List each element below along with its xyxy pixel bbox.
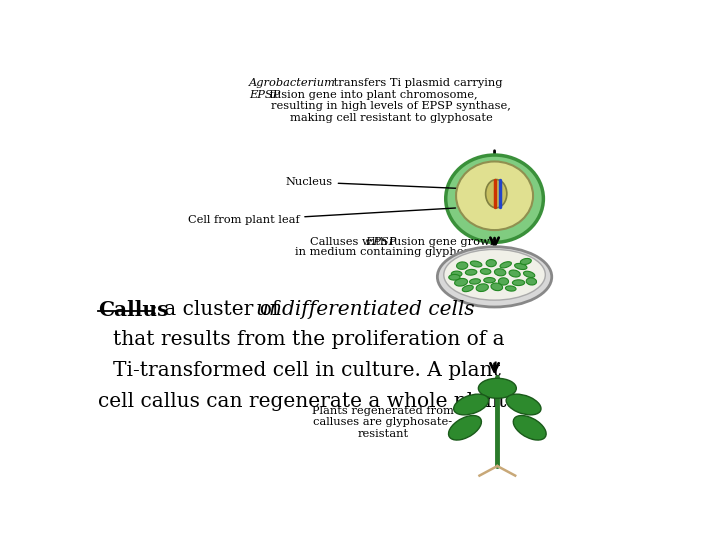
Ellipse shape [486,260,496,267]
Ellipse shape [437,247,552,307]
Ellipse shape [476,284,488,292]
Ellipse shape [454,394,489,415]
Text: Plants regenerated from
calluses are glyphosate-
resistant: Plants regenerated from calluses are gly… [312,406,454,439]
Ellipse shape [515,264,527,269]
Text: fusion gene into plant chromosome,: fusion gene into plant chromosome, [266,90,478,100]
Ellipse shape [521,259,531,265]
Ellipse shape [456,161,533,230]
Ellipse shape [484,278,495,283]
Text: Calluses with: Calluses with [310,237,392,247]
Text: making cell resistant to glyphosate: making cell resistant to glyphosate [290,113,492,123]
Ellipse shape [456,262,468,269]
Text: Cell from plant leaf: Cell from plant leaf [187,208,456,225]
Text: in medium containing glyphosate: in medium containing glyphosate [295,247,487,257]
Ellipse shape [498,278,508,285]
Text: Ti-transformed cell in culture. A plant: Ti-transformed cell in culture. A plant [114,361,501,380]
Ellipse shape [470,261,482,267]
Ellipse shape [509,270,521,277]
Text: : a cluster of: : a cluster of [151,300,286,319]
Ellipse shape [491,283,503,291]
Ellipse shape [451,271,462,277]
Ellipse shape [446,155,544,242]
Text: transfers Ti plasmid carrying: transfers Ti plasmid carrying [330,78,503,88]
Ellipse shape [523,271,535,278]
Text: Nucleus: Nucleus [286,177,483,190]
Text: EPSP: EPSP [249,90,280,100]
Ellipse shape [526,278,536,285]
Text: that results from the proliferation of a: that results from the proliferation of a [114,330,505,349]
Ellipse shape [485,180,507,208]
Ellipse shape [505,286,516,291]
Text: Callus: Callus [99,300,169,320]
Text: undifferentiated cells: undifferentiated cells [256,300,475,319]
Ellipse shape [500,262,511,268]
Ellipse shape [444,249,545,300]
Ellipse shape [449,274,460,280]
Text: EPSP: EPSP [366,237,397,247]
Ellipse shape [449,416,482,440]
Ellipse shape [513,280,525,286]
Ellipse shape [469,279,480,284]
Ellipse shape [480,268,491,274]
Ellipse shape [465,269,477,275]
Ellipse shape [495,269,506,276]
Text: Agrobacterium: Agrobacterium [249,78,336,88]
Ellipse shape [462,285,473,292]
Ellipse shape [506,394,541,415]
Ellipse shape [478,379,516,399]
Text: fusion gene grown: fusion gene grown [386,237,497,247]
Text: cell callus can regenerate a whole plant.: cell callus can regenerate a whole plant… [99,392,513,411]
Ellipse shape [513,416,546,440]
Ellipse shape [454,279,467,286]
Text: resulting in high levels of EPSP synthase,: resulting in high levels of EPSP synthas… [271,102,511,111]
